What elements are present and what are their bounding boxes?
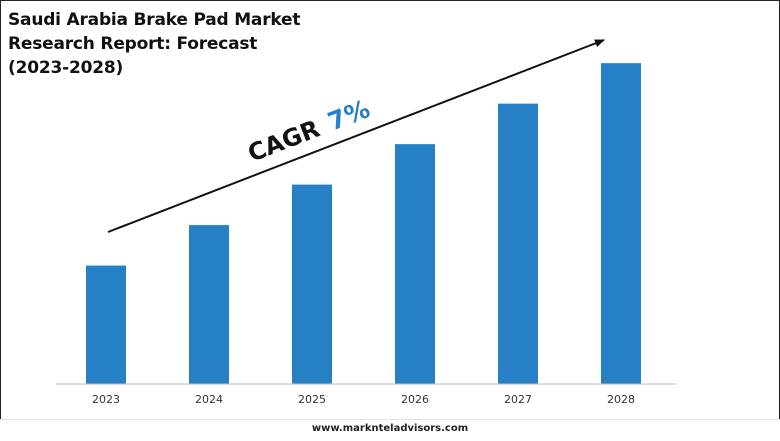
cagr-value: 7% (324, 94, 374, 136)
x-tick-label: 2023 (92, 393, 120, 406)
bar-2026 (395, 144, 435, 384)
bar-2025 (292, 184, 332, 384)
x-tick-labels: 2023 2024 2025 2026 2027 2028 (92, 393, 635, 406)
bar-2028 (601, 63, 641, 384)
x-tick-label: 2025 (298, 393, 326, 406)
x-tick-label: 2026 (401, 393, 429, 406)
x-tick-label: 2027 (504, 393, 532, 406)
cagr-annotation: CAGR 7% (244, 94, 374, 167)
chart-title: Saudi Arabia Brake Pad Market Research R… (8, 10, 301, 78)
bar-2027 (498, 103, 538, 384)
bars-group (86, 63, 641, 384)
bar-2024 (189, 225, 229, 384)
bar-2023 (86, 265, 126, 384)
cagr-label: CAGR (244, 115, 323, 168)
footer-bar (0, 419, 780, 441)
footer-url: www.marknteladvisors.com (311, 423, 469, 434)
x-tick-label: 2024 (195, 393, 223, 406)
x-tick-label: 2028 (607, 393, 635, 406)
trend-arrow (107, 39, 605, 233)
